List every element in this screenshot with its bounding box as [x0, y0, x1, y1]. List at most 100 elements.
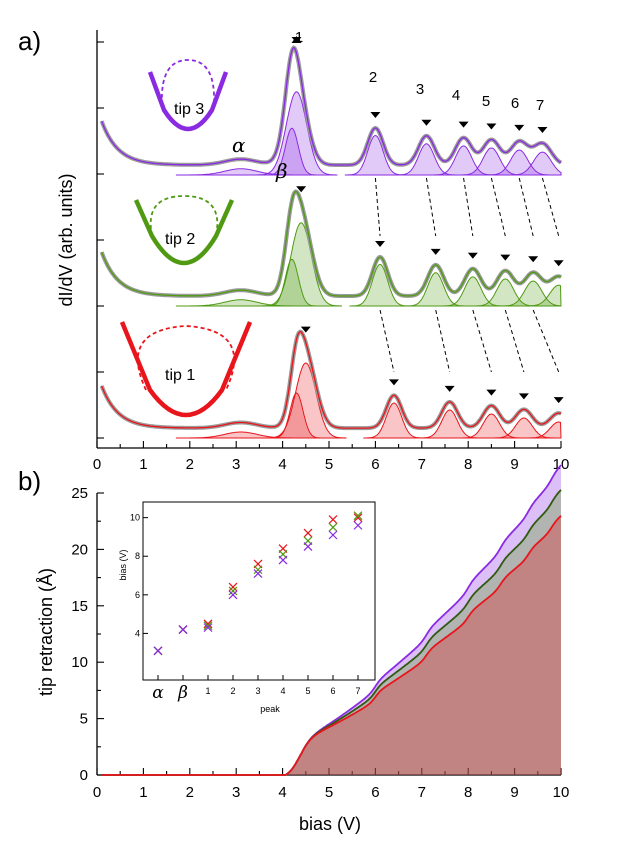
- inset-xtick-label: 5: [305, 686, 310, 696]
- gaussian-component: [265, 258, 318, 307]
- inset-ytick-label: 6: [135, 590, 140, 600]
- inset-point-tip-3: [253, 569, 263, 579]
- inset-point-stroke: [328, 522, 338, 532]
- peak-shift-line: [541, 177, 560, 237]
- peak-shift-line: [425, 177, 437, 237]
- inset-point-stroke: [278, 555, 288, 565]
- inset-point-tip-2: [353, 511, 363, 521]
- alpha-label: α: [232, 133, 246, 157]
- inset-point-stroke: [228, 590, 238, 600]
- inset-ytick-label: 8: [135, 551, 140, 561]
- panel-a-xtick-label: 8: [464, 456, 472, 473]
- gaussian-component: [524, 421, 562, 439]
- peak-marker-triangle: [444, 385, 455, 392]
- gaussian-component: [431, 145, 496, 176]
- peak-shift-line: [374, 177, 381, 237]
- inset-point-tip-1: [303, 528, 313, 538]
- inset-point-tip-2: [328, 522, 338, 532]
- peak-1-top-marker: [291, 36, 302, 43]
- inset-xtick-label: 6: [330, 686, 335, 696]
- peak-shift-line: [532, 309, 560, 373]
- peak-markers: 1 2 3 4 5 6 7: [295, 29, 544, 114]
- panel-b-xtick-label: 3: [232, 784, 240, 801]
- peak-marker-triangle: [553, 260, 564, 267]
- inset-plot: 4 6 8 10 α β 1 2 3 4 5 6 7: [130, 511, 363, 703]
- panel-b-xtick-label: 1: [139, 784, 147, 801]
- peak-shift-line: [490, 177, 506, 237]
- retraction-areas: [101, 464, 562, 776]
- inset-point-tip-3: [153, 646, 163, 656]
- peak-marker-triangle: [370, 112, 381, 118]
- peak-shift-line: [504, 309, 525, 373]
- peak-shift-line: [463, 177, 474, 237]
- inset-xtick-label: 1: [205, 686, 210, 696]
- peak-label-6: 6: [511, 95, 519, 112]
- inset-xtick-label: β: [177, 683, 188, 703]
- beta-label: β: [275, 159, 288, 183]
- tip-1-schematic: tip 1: [119, 321, 253, 418]
- inset-point-tip-1: [353, 513, 363, 523]
- spectra-plot: [99, 37, 564, 439]
- inset-point-stroke: [153, 646, 163, 656]
- inset-point-stroke: [353, 520, 363, 530]
- panel-a-xtick-label: 4: [278, 456, 286, 473]
- inset-point-tip-2: [228, 586, 238, 596]
- inset-point-tip-1: [203, 619, 213, 629]
- inset-point-tip-1: [328, 515, 338, 525]
- spectrum-fit-line: [101, 46, 562, 166]
- peak-shift-line: [472, 309, 492, 373]
- inset-xlabel: peak: [260, 704, 280, 714]
- peak-marker-triangle: [467, 252, 478, 259]
- gaussian-component: [265, 362, 347, 439]
- retraction-area-tip-1: [101, 515, 561, 775]
- panel-b-ytick-label: 15: [71, 598, 88, 615]
- panel-a-xtick-label: 10: [553, 456, 570, 473]
- peak-label-4: 4: [452, 87, 460, 104]
- gaussian-component: [523, 284, 562, 307]
- inset-point-tip-2: [253, 565, 263, 575]
- tip-3-schematic: tip 3: [147, 59, 229, 132]
- panel-a-xtick-label: 1: [139, 456, 147, 473]
- spectrum-tip-2: [99, 186, 564, 307]
- panel-b-xtick-label: 10: [553, 784, 570, 801]
- panel-b-xtick-label: 0: [93, 784, 101, 801]
- spectrum-tip-3: [99, 37, 563, 176]
- peak-marker-triangle: [296, 186, 307, 193]
- inset-point-stroke: [303, 528, 313, 538]
- panel-a-xtick-label: 5: [325, 456, 333, 473]
- inset-ylabel: bias (V): [118, 549, 128, 580]
- panel-b-ytick-label: 5: [80, 711, 88, 728]
- tip-1-label: tip 1: [165, 367, 195, 384]
- inset-point-stroke: [178, 625, 188, 634]
- inset-point-stroke: [353, 511, 363, 521]
- inset-point-tip-3: [328, 530, 338, 540]
- peak-marker-triangle: [500, 254, 511, 261]
- peak-shift-line: [518, 177, 534, 237]
- peak-marker-triangle: [486, 123, 497, 130]
- panel-a-ticks: 0 1 2 3 4 5 6 7 8 9 10: [93, 41, 570, 473]
- panel-a-xtick-label: 6: [371, 456, 379, 473]
- inset-point-stroke: [203, 619, 213, 629]
- spectrum-envelope-gray: [99, 45, 563, 167]
- panel-a-ylabel: dI/dV (arb. units): [56, 173, 76, 306]
- gaussian-component: [344, 134, 406, 176]
- panel-a-xtick-label: 0: [93, 456, 101, 473]
- spectrum-fit-line: [101, 190, 562, 297]
- inset-point-stroke: [253, 565, 263, 575]
- panel-b-xtick-label: 2: [186, 784, 194, 801]
- panel-b-xlabel: bias (V): [299, 814, 361, 834]
- tip-2-schematic: tip 2: [133, 195, 235, 266]
- gaussian-component: [265, 127, 318, 176]
- peak-marker-triangle: [518, 393, 529, 400]
- panel-b-ytick-label: 0: [80, 767, 88, 784]
- inset-xtick-label: 7: [355, 686, 360, 696]
- peak-marker-triangle: [421, 119, 432, 126]
- inset-point-tip-3: [178, 625, 188, 634]
- peak-shift-line: [379, 309, 395, 373]
- panel-b-label: b): [18, 466, 41, 496]
- panel-a-xtick-label: 3: [232, 456, 240, 473]
- spectrum-tip-1: [99, 326, 564, 439]
- peak-label-3: 3: [416, 81, 424, 98]
- peak-shift-lines: [291, 36, 560, 373]
- peak-shift-line: [435, 309, 451, 373]
